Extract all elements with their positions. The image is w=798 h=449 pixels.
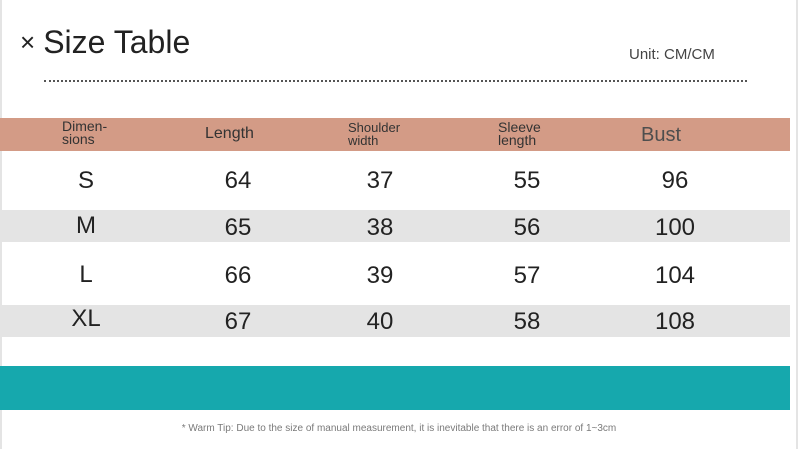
table-header-band — [0, 118, 790, 151]
page-title-text: Size Table — [43, 24, 191, 60]
cell-sleeve: 56 — [513, 214, 541, 241]
cell-bust: 100 — [654, 214, 696, 241]
cell-shoulder: 40 — [366, 308, 394, 335]
cell-shoulder: 39 — [366, 262, 394, 289]
header-dimensions-line-1: Dimen- — [62, 118, 108, 134]
header-dimensions: Dimen- sions — [62, 118, 132, 147]
cell-shoulder: 38 — [366, 214, 394, 241]
unit-label: Unit: CM/CM — [629, 46, 715, 63]
close-icon: × — [20, 27, 36, 57]
cell-bust: 96 — [661, 167, 689, 194]
cell-size: L — [79, 261, 93, 288]
table-row: XL 67 40 58 108 — [0, 305, 790, 337]
cell-length: 65 — [224, 214, 252, 241]
cell-size: XL — [71, 305, 101, 332]
cell-shoulder: 37 — [366, 167, 394, 194]
header-sleeve-line-2: length — [498, 132, 537, 148]
table-row: M 65 38 56 100 — [0, 210, 790, 242]
header-sleeve-line-1: Sleeve — [498, 119, 541, 135]
header-bust: Bust — [641, 124, 682, 146]
header-length: Length — [205, 125, 254, 142]
warm-tip: * Warm Tip: Due to the size of manual me… — [181, 423, 617, 434]
cell-bust: 108 — [654, 308, 696, 335]
table-row: S 64 37 55 96 — [0, 164, 790, 198]
cell-sleeve: 55 — [513, 167, 541, 194]
header-shoulder-line-2: width — [348, 133, 379, 148]
dotted-divider — [44, 80, 747, 82]
cell-size: S — [77, 167, 95, 194]
cell-bust: 104 — [654, 262, 696, 289]
table-row: L 66 39 57 104 — [0, 258, 790, 292]
cell-length: 66 — [224, 262, 252, 289]
cell-sleeve: 58 — [513, 308, 541, 335]
header-sleeve-length: Sleeve length — [498, 119, 541, 148]
page-title: × Size Table — [20, 22, 190, 64]
footer-color-band — [0, 366, 790, 410]
header-shoulder-line-1: Shoulder — [348, 120, 401, 135]
header-shoulder-width: Shoulder width — [348, 121, 400, 147]
right-border — [796, 0, 798, 449]
cell-size: M — [76, 212, 96, 239]
cell-length: 64 — [224, 167, 252, 194]
cell-length: 67 — [224, 308, 252, 335]
header-dimensions-line-2: sions — [62, 131, 95, 147]
cell-sleeve: 57 — [513, 262, 541, 289]
